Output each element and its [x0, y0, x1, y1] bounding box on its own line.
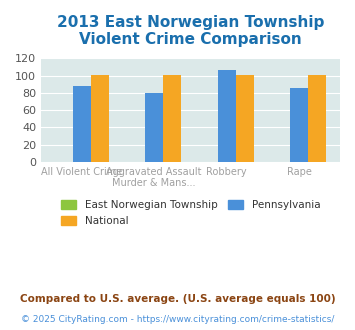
- Legend: East Norwegian Township, National, Pennsylvania: East Norwegian Township, National, Penns…: [56, 196, 324, 230]
- Bar: [163, 75, 181, 162]
- Bar: [218, 70, 236, 162]
- Bar: [145, 93, 163, 162]
- Bar: [91, 75, 109, 162]
- Title: 2013 East Norwegian Township
Violent Crime Comparison: 2013 East Norwegian Township Violent Cri…: [57, 15, 324, 48]
- Bar: [290, 88, 308, 162]
- Bar: [73, 86, 91, 162]
- Bar: [308, 75, 326, 162]
- Text: Compared to U.S. average. (U.S. average equals 100): Compared to U.S. average. (U.S. average …: [20, 294, 335, 304]
- Bar: [236, 75, 254, 162]
- Text: © 2025 CityRating.com - https://www.cityrating.com/crime-statistics/: © 2025 CityRating.com - https://www.city…: [21, 315, 334, 324]
